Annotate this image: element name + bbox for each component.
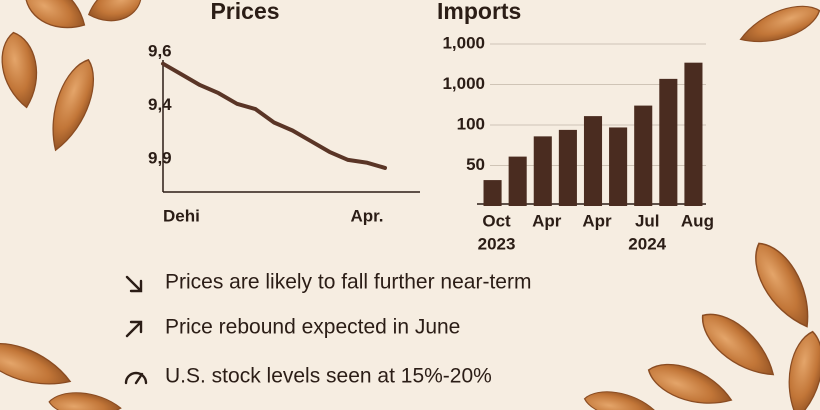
y-tick-label: 100 — [457, 115, 485, 134]
bar — [533, 136, 552, 206]
x-tick-year: 2024 — [628, 234, 666, 253]
bar — [634, 105, 653, 206]
bullet-text: Prices are likely to fall further near-t… — [165, 271, 531, 294]
bar — [684, 62, 703, 206]
x-tick-label: Apr — [532, 211, 562, 230]
y-tick-label: 1,000 — [442, 34, 485, 53]
bar — [609, 127, 628, 206]
bar — [558, 129, 577, 206]
bar — [583, 116, 603, 206]
x-tick-label: Dehi — [163, 206, 200, 225]
y-tick-label: 9,4 — [148, 95, 172, 114]
y-tick-label: 50 — [466, 155, 485, 174]
chart-title: Prices — [210, 0, 279, 24]
bar — [483, 180, 502, 206]
x-tick-label: Jul — [635, 211, 660, 230]
y-tick-label: 1,000 — [442, 74, 485, 93]
price-line — [161, 61, 387, 170]
x-tick-label: Aug — [681, 211, 714, 230]
y-tick-label: 9,9 — [148, 148, 172, 167]
x-tick-label: Oct — [482, 211, 511, 230]
y-tick-label: 9,6 — [148, 42, 172, 61]
x-tick-year: 2023 — [478, 234, 516, 253]
x-tick-label: Apr. — [350, 206, 383, 225]
bullet-text: U.S. stock levels seen at 15%-20% — [165, 365, 492, 388]
bullet-text: Price rebound expected in June — [165, 316, 460, 339]
bullet-icons — [124, 275, 148, 385]
bar — [508, 156, 527, 206]
bar — [659, 78, 678, 206]
x-tick-label: Apr — [582, 211, 612, 230]
chart-title: Imports — [437, 0, 521, 24]
